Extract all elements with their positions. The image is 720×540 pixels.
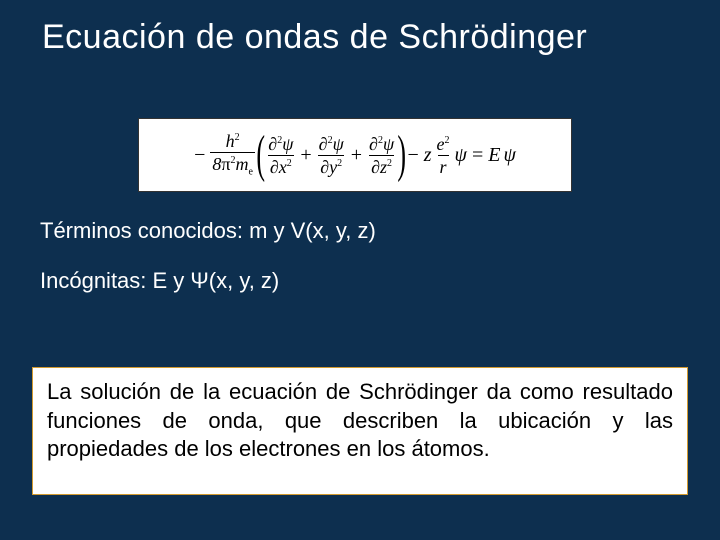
explanation-box: La solución de la ecuación de Schrödinge…: [32, 367, 688, 495]
eq-d2-y: y: [329, 157, 337, 177]
schrodinger-equation: − h2 8π2me ( ∂2ψ ∂x2 + ∂2ψ ∂y2 + ∂2ψ ∂z2…: [194, 132, 516, 178]
eq-d2-psi: ψ: [333, 134, 344, 154]
eq-r: r: [440, 157, 447, 177]
eq-plus-1: +: [300, 144, 311, 167]
eq-d3-psi: ψ: [383, 134, 394, 154]
eq-h: h: [226, 131, 235, 151]
eq-pi: π: [221, 154, 230, 174]
eq-d1-partial-d: ∂: [270, 157, 279, 177]
eq-d1-sup-d: 2: [287, 158, 292, 169]
eq-d2-sup-d: 2: [337, 158, 342, 169]
eq-me-sub: e: [249, 167, 253, 178]
eq-E: E: [488, 144, 500, 167]
eq-equals: =: [472, 144, 483, 167]
eq-e: e: [437, 134, 445, 154]
unknowns-line: Incógnitas: E y Ψ(x, y, z): [40, 268, 279, 294]
eq-frac-hbar: h2 8π2me: [210, 132, 255, 178]
eq-d3-partial-n: ∂: [369, 134, 378, 154]
eq-d1-psi: ψ: [282, 134, 293, 154]
eq-d3-sup-d: 2: [387, 158, 392, 169]
eq-frac-e2r: e2 r: [435, 135, 452, 176]
eq-d2psi-dz2: ∂2ψ ∂z2: [367, 135, 396, 176]
eq-d1-partial-n: ∂: [268, 134, 277, 154]
known-terms-line: Términos conocidos: m y V(x, y, z): [40, 218, 376, 244]
eq-d2-partial-n: ∂: [319, 134, 328, 154]
eq-minus-2: −: [407, 144, 418, 167]
eq-d3-z: z: [380, 157, 387, 177]
eq-d2psi-dx2: ∂2ψ ∂x2: [266, 135, 295, 176]
eq-plus-2: +: [351, 144, 362, 167]
eq-d3-partial-d: ∂: [371, 157, 380, 177]
eq-d2-partial-d: ∂: [320, 157, 329, 177]
slide-title: Ecuación de ondas de Schrödinger: [42, 18, 587, 57]
eq-d1-x: x: [279, 157, 287, 177]
eq-minus-1: −: [194, 144, 205, 167]
eq-psi-1: ψ: [455, 144, 467, 167]
eq-z: z: [424, 144, 432, 167]
eq-e-sup: 2: [445, 135, 450, 146]
eq-d2psi-dy2: ∂2ψ ∂y2: [317, 135, 346, 176]
eq-m: m: [236, 154, 249, 174]
equation-box: − h2 8π2me ( ∂2ψ ∂x2 + ∂2ψ ∂y2 + ∂2ψ ∂z2…: [138, 118, 572, 192]
eq-h-sup: 2: [235, 132, 240, 143]
eq-psi-2: ψ: [503, 144, 515, 167]
